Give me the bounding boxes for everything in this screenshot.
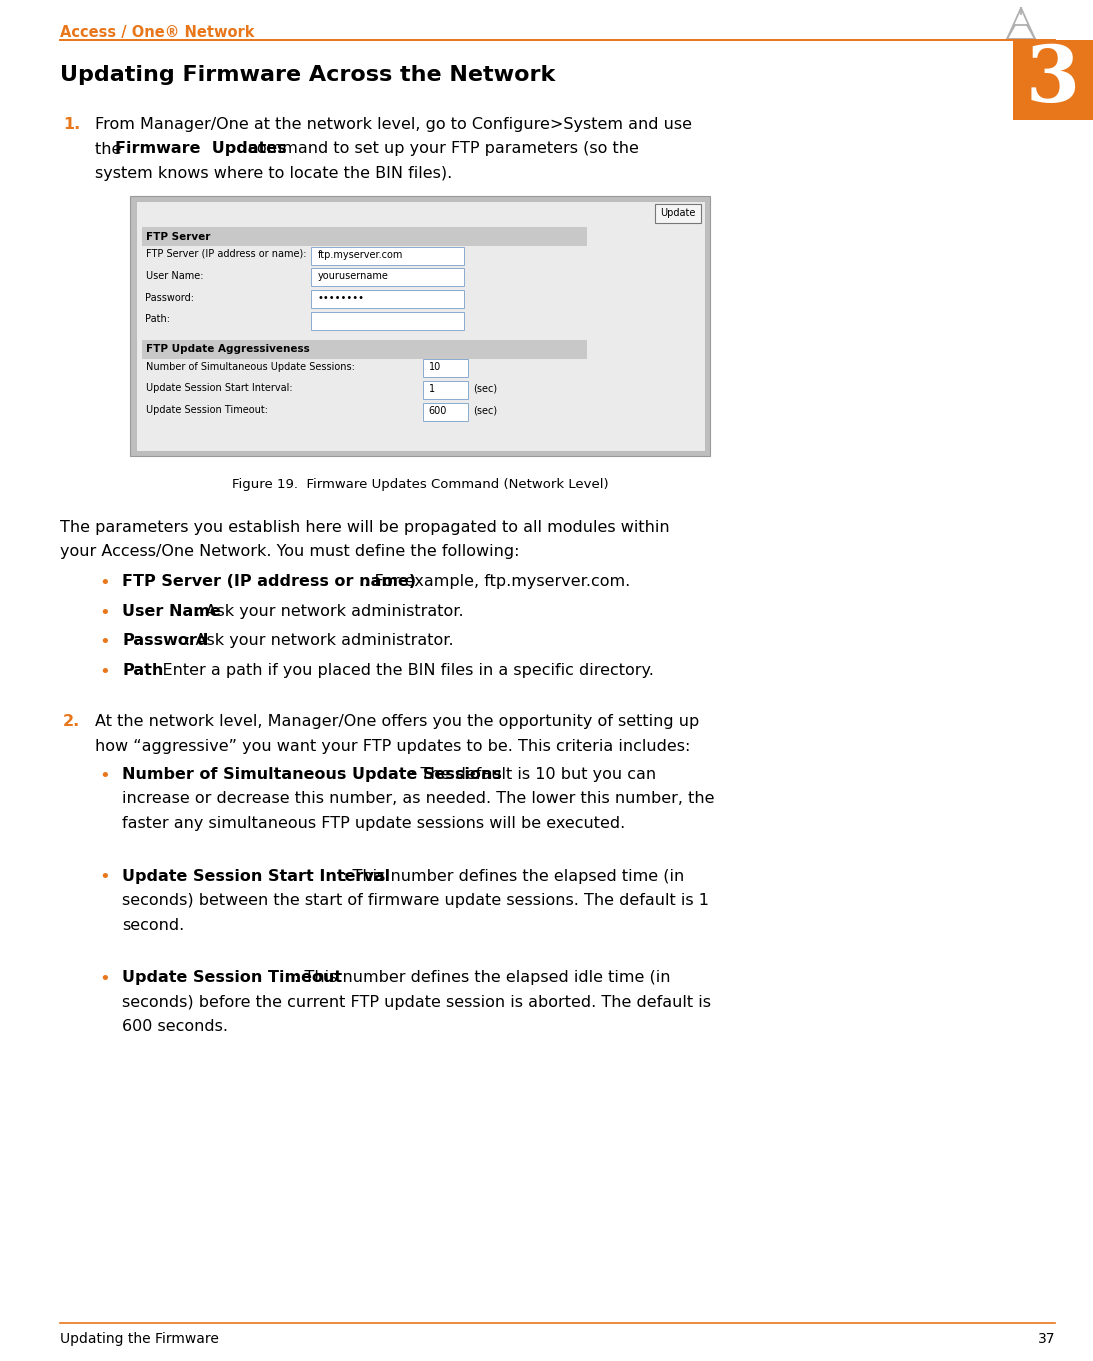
Text: User Name:: User Name:: [145, 271, 203, 280]
Text: Figure 19.  Firmware Updates Command (Network Level): Figure 19. Firmware Updates Command (Net…: [232, 478, 609, 491]
Text: •: •: [99, 633, 110, 652]
Bar: [141, 340, 587, 359]
Text: 2.: 2.: [63, 715, 80, 729]
Text: seconds) between the start of firmware update sessions. The default is 1: seconds) between the start of firmware u…: [122, 893, 709, 908]
Bar: [1013, 39, 1093, 120]
Text: Number of Simultaneous Update Sessions: Number of Simultaneous Update Sessions: [122, 768, 502, 783]
Text: 600 seconds.: 600 seconds.: [122, 1019, 228, 1034]
Text: Update Session Start Interval: Update Session Start Interval: [122, 868, 390, 883]
Text: User Name: User Name: [122, 604, 221, 619]
Text: yourusername: yourusername: [317, 271, 388, 282]
Text: Number of Simultaneous Update Sessions:: Number of Simultaneous Update Sessions:: [145, 362, 354, 372]
Text: Update Session Timeout: Update Session Timeout: [122, 970, 342, 985]
Text: : Enter a path if you placed the BIN files in a specific directory.: : Enter a path if you placed the BIN fil…: [152, 663, 654, 678]
Text: From Manager/One at the network level, go to Configure>System and use: From Manager/One at the network level, g…: [95, 117, 692, 132]
Text: FTP Server (IP address or name):: FTP Server (IP address or name):: [145, 249, 306, 259]
Text: seconds) before the current FTP update session is aborted. The default is: seconds) before the current FTP update s…: [122, 995, 712, 1010]
Bar: [136, 201, 705, 450]
Text: Update: Update: [660, 208, 695, 219]
Text: •: •: [99, 970, 110, 988]
Text: 1.: 1.: [63, 117, 80, 132]
Text: •: •: [99, 868, 110, 886]
Text: your Access/One Network. You must define the following:: your Access/One Network. You must define…: [60, 544, 519, 559]
FancyBboxPatch shape: [312, 246, 465, 264]
Text: Updating Firmware Across the Network: Updating Firmware Across the Network: [60, 65, 555, 84]
Text: Path: Path: [122, 663, 163, 678]
Text: ••••••••: ••••••••: [317, 293, 364, 304]
Text: faster any simultaneous FTP update sessions will be executed.: faster any simultaneous FTP update sessi…: [122, 817, 625, 832]
Text: : The default is 10 but you can: : The default is 10 but you can: [411, 768, 657, 783]
Text: Password:: Password:: [145, 293, 195, 302]
Bar: [130, 196, 710, 456]
Text: : Ask your network administrator.: : Ask your network administrator.: [195, 604, 463, 619]
Text: •: •: [99, 768, 110, 785]
Text: At the network level, Manager/One offers you the opportunity of setting up: At the network level, Manager/One offers…: [95, 715, 700, 729]
Text: •: •: [99, 604, 110, 622]
Text: Update Session Timeout:: Update Session Timeout:: [145, 406, 268, 415]
FancyBboxPatch shape: [423, 403, 468, 421]
Text: 3: 3: [1026, 42, 1080, 118]
Text: Password: Password: [122, 633, 209, 648]
Text: increase or decrease this number, as needed. The lower this number, the: increase or decrease this number, as nee…: [122, 792, 715, 807]
Text: (sec): (sec): [473, 406, 497, 416]
Text: command to set up your FTP parameters (so the: command to set up your FTP parameters (s…: [243, 142, 638, 157]
Text: FTP Update Aggressiveness: FTP Update Aggressiveness: [145, 344, 309, 354]
Text: how “aggressive” you want your FTP updates to be. This criteria includes:: how “aggressive” you want your FTP updat…: [95, 739, 691, 754]
FancyBboxPatch shape: [312, 268, 465, 286]
Text: 10: 10: [428, 362, 440, 372]
Text: the: the: [95, 142, 127, 157]
Text: Path:: Path:: [145, 314, 171, 324]
Text: The parameters you establish here will be propagated to all modules within: The parameters you establish here will b…: [60, 520, 670, 535]
Text: 1: 1: [428, 384, 435, 393]
Text: system knows where to locate the BIN files).: system knows where to locate the BIN fil…: [95, 166, 453, 181]
Text: : Ask your network administrator.: : Ask your network administrator.: [185, 633, 454, 648]
Text: 37: 37: [1037, 1332, 1055, 1346]
Text: •: •: [99, 574, 110, 592]
Text: : This number defines the elapsed idle time (in: : This number defines the elapsed idle t…: [294, 970, 670, 985]
Text: ftp.myserver.com: ftp.myserver.com: [317, 249, 403, 260]
Text: FTP Server (IP address or name): FTP Server (IP address or name): [122, 574, 416, 589]
Text: : This number defines the elapsed time (in: : This number defines the elapsed time (…: [342, 868, 684, 883]
Text: 600: 600: [428, 406, 447, 416]
FancyBboxPatch shape: [312, 312, 465, 329]
FancyBboxPatch shape: [312, 290, 465, 308]
Text: Access / One® Network: Access / One® Network: [60, 24, 255, 39]
Text: : For example, ftp.myserver.com.: : For example, ftp.myserver.com.: [364, 574, 631, 589]
Text: FTP Server: FTP Server: [145, 231, 210, 242]
Text: (sec): (sec): [473, 384, 497, 393]
FancyBboxPatch shape: [423, 359, 468, 377]
Text: Update Session Start Interval:: Update Session Start Interval:: [145, 384, 292, 393]
Text: Firmware  Updates: Firmware Updates: [115, 142, 286, 157]
Text: Updating the Firmware: Updating the Firmware: [60, 1332, 219, 1346]
FancyBboxPatch shape: [655, 204, 701, 223]
FancyBboxPatch shape: [423, 381, 468, 399]
Text: •: •: [99, 663, 110, 680]
Text: second.: second.: [122, 917, 185, 932]
Bar: [141, 227, 587, 246]
